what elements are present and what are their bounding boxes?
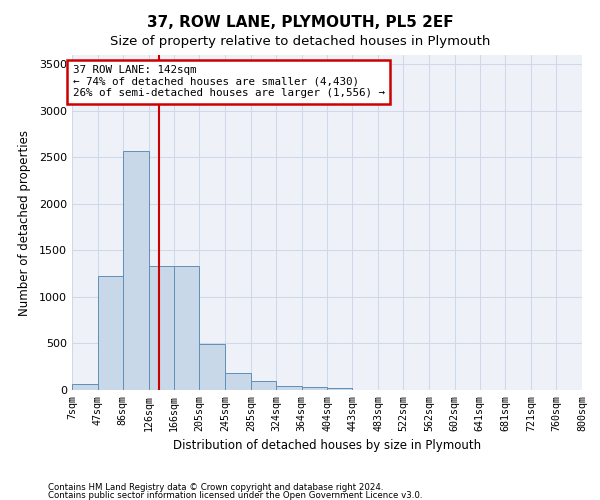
Bar (225, 373, 251, 390)
Text: Contains HM Land Registry data © Crown copyright and database right 2024.: Contains HM Land Registry data © Crown c… (48, 484, 383, 492)
Bar (276, 386, 302, 390)
Text: Contains public sector information licensed under the Open Government Licence v3: Contains public sector information licen… (48, 490, 422, 500)
Bar (174, 266, 199, 390)
Y-axis label: Number of detached properties: Number of detached properties (17, 130, 31, 316)
Text: 37 ROW LANE: 142sqm
← 74% of detached houses are smaller (4,430)
26% of semi-det: 37 ROW LANE: 142sqm ← 74% of detached ho… (73, 65, 385, 98)
Bar (123, 151, 149, 390)
Bar (199, 344, 225, 390)
Text: 37, ROW LANE, PLYMOUTH, PL5 2EF: 37, ROW LANE, PLYMOUTH, PL5 2EF (146, 15, 454, 30)
Bar (72, 384, 98, 390)
Bar (251, 380, 276, 390)
Bar (149, 266, 174, 390)
Bar (302, 387, 328, 390)
Bar (98, 276, 123, 390)
Bar (328, 388, 352, 390)
X-axis label: Distribution of detached houses by size in Plymouth: Distribution of detached houses by size … (173, 439, 481, 452)
Text: Size of property relative to detached houses in Plymouth: Size of property relative to detached ho… (110, 35, 490, 48)
